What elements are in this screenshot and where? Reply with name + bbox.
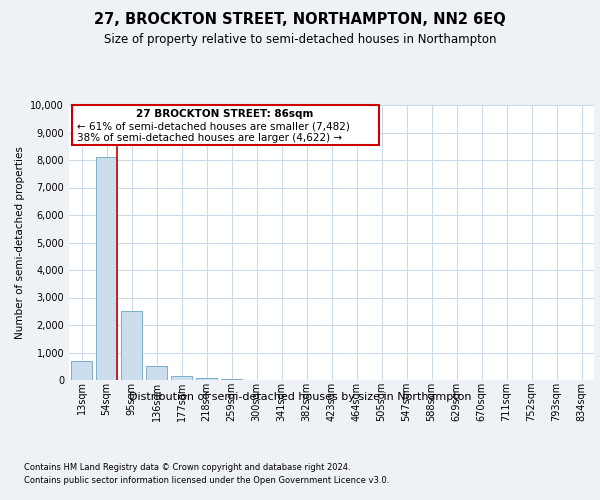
Y-axis label: Number of semi-detached properties: Number of semi-detached properties bbox=[15, 146, 25, 339]
FancyBboxPatch shape bbox=[71, 105, 379, 145]
Bar bbox=[146, 366, 167, 380]
Bar bbox=[221, 379, 242, 380]
Bar bbox=[96, 157, 117, 380]
Text: Contains HM Land Registry data © Crown copyright and database right 2024.: Contains HM Land Registry data © Crown c… bbox=[24, 462, 350, 471]
Text: 38% of semi-detached houses are larger (4,622) →: 38% of semi-detached houses are larger (… bbox=[77, 134, 342, 143]
Bar bbox=[121, 311, 142, 380]
Text: 27, BROCKTON STREET, NORTHAMPTON, NN2 6EQ: 27, BROCKTON STREET, NORTHAMPTON, NN2 6E… bbox=[94, 12, 506, 28]
Bar bbox=[71, 361, 92, 380]
Bar bbox=[196, 378, 217, 380]
Text: Contains public sector information licensed under the Open Government Licence v3: Contains public sector information licen… bbox=[24, 476, 389, 485]
Text: 27 BROCKTON STREET: 86sqm: 27 BROCKTON STREET: 86sqm bbox=[137, 109, 314, 119]
Text: Size of property relative to semi-detached houses in Northampton: Size of property relative to semi-detach… bbox=[104, 32, 496, 46]
Text: ← 61% of semi-detached houses are smaller (7,482): ← 61% of semi-detached houses are smalle… bbox=[77, 122, 350, 132]
Text: Distribution of semi-detached houses by size in Northampton: Distribution of semi-detached houses by … bbox=[129, 392, 471, 402]
Bar bbox=[171, 376, 192, 380]
